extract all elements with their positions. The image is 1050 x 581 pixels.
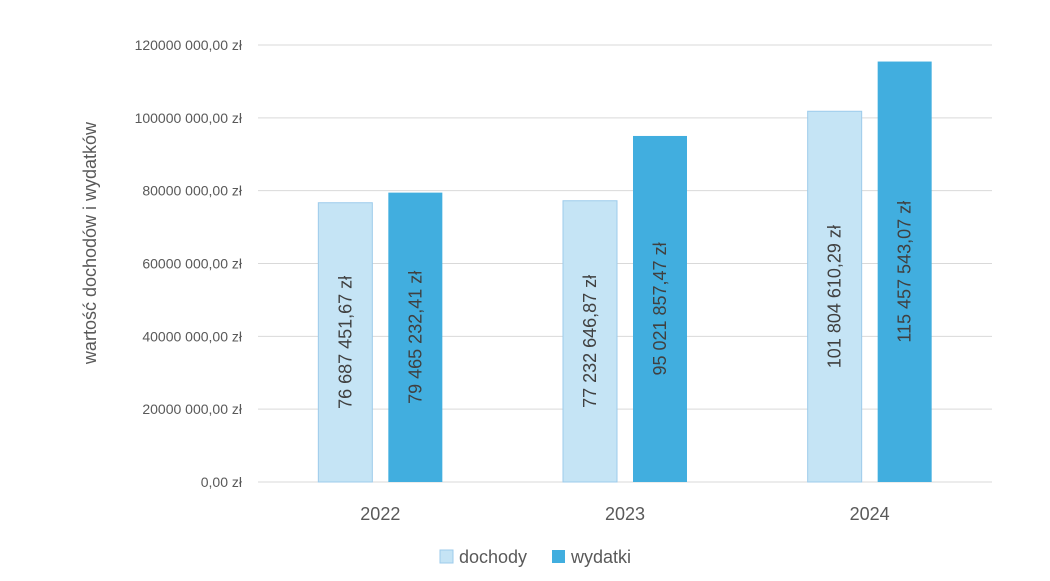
data-label-dochody-2024: 101 804 610,29 zł	[825, 225, 845, 368]
data-label-wydatki-2023: 95 021 857,47 zł	[650, 242, 670, 375]
y-tick-label: 60000 000,00 zł	[142, 256, 243, 272]
bar-dochody-2023	[562, 200, 618, 483]
x-tick-label: 2024	[850, 504, 890, 524]
x-tick-label: 2022	[360, 504, 400, 524]
data-label-wydatki-2022: 79 465 232,41 zł	[405, 271, 425, 404]
x-tick-label: 2023	[605, 504, 645, 524]
bar-dochody-2022	[317, 202, 373, 483]
y-axis-title: wartość dochodów i wydatków	[80, 121, 100, 365]
data-label-dochody-2022: 76 687 451,67 zł	[335, 276, 355, 409]
y-tick-label: 100000 000,00 zł	[135, 110, 243, 126]
x-axis-tick-labels: 2022 2023 2024	[360, 504, 889, 524]
y-tick-label: 120000 000,00 zł	[135, 37, 243, 53]
bar-wydatki-2023	[633, 135, 687, 482]
bar-wydatki-2022	[388, 192, 443, 482]
bars: 76 687 451,67 zł 79 465 232,41 zł 77 232 6…	[317, 61, 932, 483]
data-label-dochody-2023: 77 232 646,87 zł	[580, 275, 600, 408]
legend-swatch-wydatki	[552, 550, 565, 563]
y-tick-label: 0,00 zł	[201, 474, 243, 490]
y-tick-label: 80000 000,00 zł	[142, 183, 243, 199]
legend-label-dochody: dochody	[459, 547, 527, 567]
y-tick-label: 40000 000,00 zł	[142, 328, 243, 344]
legend-swatch-dochody	[439, 549, 454, 564]
bar-wydatki-2024	[877, 61, 932, 482]
gridlines	[258, 44, 992, 483]
y-axis-tick-labels: 0,00 zł 20000 000,00 zł 40000 000,00 zł 600…	[135, 37, 243, 490]
bar-dochody-2024	[807, 110, 863, 483]
legend: dochody wydatki	[439, 547, 631, 567]
y-tick-label: 20000 000,00 zł	[142, 401, 243, 417]
legend-label-wydatki: wydatki	[570, 547, 631, 567]
data-label-wydatki-2024: 115 457 543,07 zł	[895, 201, 915, 343]
